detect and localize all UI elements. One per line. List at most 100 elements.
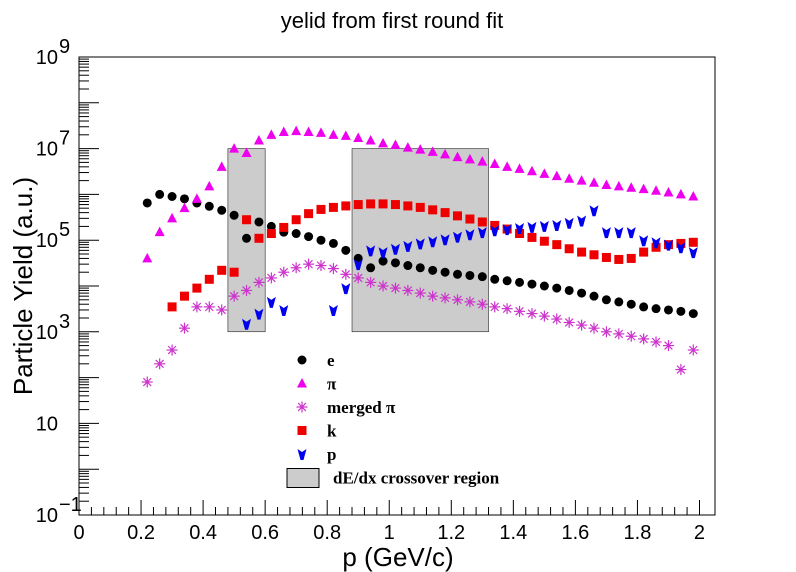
point-star-series-3 (178, 322, 190, 334)
legend-label-2: π (327, 375, 337, 394)
point-down-triangle-series-5 (601, 227, 611, 239)
point-down-triangle-series-5 (328, 304, 338, 316)
point-triangle-series-2 (241, 147, 252, 158)
point-square-series-4 (316, 204, 326, 214)
point-triangle-series-2 (278, 126, 289, 137)
point-star-series-3 (650, 336, 662, 348)
point-square-series-4 (477, 217, 487, 227)
point-down-triangle-series-5 (639, 235, 649, 247)
point-circle-series-1 (502, 276, 512, 286)
point-square-series-4 (254, 233, 264, 243)
point-triangle-series-2 (204, 180, 215, 191)
point-star-series-3 (228, 290, 240, 302)
point-triangle-series-2 (179, 202, 190, 213)
point-circle-series-1 (651, 304, 661, 314)
legend-marker-5 (297, 449, 307, 460)
point-circle-series-1 (490, 274, 500, 284)
point-circle-series-1 (676, 306, 686, 316)
point-down-triangle-series-5 (515, 222, 525, 234)
x-axis-ticks: 0 0.2 0.4 0.6 0.8 1 1.2 1.4 1.6 1.8 2 (73, 500, 705, 544)
y-tick-label-exponent: −1 (59, 494, 82, 516)
point-down-triangle-series-5 (651, 237, 661, 249)
point-circle-series-1 (452, 269, 462, 279)
point-square-series-4 (415, 202, 425, 212)
point-circle-series-1 (515, 277, 525, 287)
point-star-series-3 (638, 333, 650, 345)
point-square-series-4 (192, 283, 202, 293)
point-star-series-3 (526, 308, 538, 320)
point-triangle-series-2 (365, 135, 376, 145)
point-star-series-3 (600, 326, 612, 338)
point-star-series-3 (278, 266, 290, 278)
point-circle-series-1 (378, 256, 388, 266)
y-tick-label-exponent: 9 (59, 36, 70, 58)
legend-marker-1 (297, 355, 307, 365)
point-triangle-series-2 (651, 185, 662, 195)
point-triangle-series-2 (303, 126, 314, 137)
point-down-triangle-series-5 (626, 227, 636, 239)
point-square-series-4 (390, 200, 400, 210)
point-star-series-3 (340, 268, 352, 280)
point-triangle-series-2 (167, 212, 178, 223)
point-circle-series-1 (688, 309, 698, 319)
point-star-series-3 (166, 344, 178, 356)
point-circle-series-1 (142, 198, 152, 208)
point-circle-series-1 (403, 261, 413, 271)
point-circle-series-1 (316, 235, 326, 245)
point-triangle-series-2 (626, 182, 637, 192)
point-square-series-4 (539, 236, 549, 246)
point-star-series-3 (203, 301, 215, 313)
point-circle-series-1 (291, 229, 301, 239)
y-tick-label-exponent: 3 (59, 311, 70, 333)
point-triangle-series-2 (489, 158, 500, 169)
data-markers (141, 125, 699, 388)
legend-marker-crossover (286, 468, 320, 488)
point-triangle-series-2 (415, 144, 426, 154)
legend-label-3: merged π (327, 398, 396, 417)
point-star-series-3 (538, 310, 550, 322)
point-circle-series-1 (204, 201, 214, 211)
point-star-series-3 (563, 316, 575, 328)
point-star-series-3 (191, 301, 203, 313)
point-circle-series-1 (155, 189, 165, 199)
point-triangle-series-2 (229, 143, 240, 153)
y-tick-label: 10 (36, 47, 58, 69)
x-tick-label: 1.2 (437, 522, 465, 544)
point-triangle-series-2 (452, 151, 463, 162)
point-star-series-3 (352, 272, 364, 284)
point-star-series-3 (290, 262, 302, 274)
point-star-series-3 (451, 294, 463, 306)
point-circle-series-1 (552, 283, 562, 293)
point-star-series-3 (327, 263, 339, 275)
point-down-triangle-series-5 (341, 283, 351, 295)
legend-label-crossover: dE/dx crossover region (333, 469, 500, 488)
point-star-series-3 (613, 328, 625, 340)
x-axis-label: p (GeV/c) (342, 542, 453, 572)
point-square-series-4 (639, 247, 649, 257)
point-down-triangle-series-5 (378, 247, 388, 259)
point-down-triangle-series-5 (663, 239, 673, 251)
point-triangle-series-2 (502, 161, 513, 171)
point-circle-series-1 (266, 221, 276, 231)
point-square-series-4 (465, 214, 475, 224)
point-square-series-4 (291, 215, 301, 225)
point-triangle-series-2 (266, 129, 277, 139)
point-triangle-series-2 (216, 161, 227, 171)
point-star-series-3 (265, 272, 277, 284)
point-circle-series-1 (527, 279, 537, 289)
point-square-series-4 (552, 240, 562, 250)
x-tick-label: 1 (384, 522, 395, 544)
legend-marker-4 (297, 426, 307, 435)
y-tick-label-exponent: 7 (59, 128, 70, 150)
point-circle-series-1 (639, 302, 649, 312)
point-triangle-series-2 (154, 226, 165, 237)
point-circle-series-1 (415, 263, 425, 273)
point-down-triangle-series-5 (366, 245, 376, 257)
x-tick-label: 0.8 (313, 522, 341, 544)
point-down-triangle-series-5 (415, 238, 425, 250)
point-circle-series-1 (179, 194, 189, 204)
point-down-triangle-series-5 (353, 259, 363, 271)
point-down-triangle-series-5 (614, 227, 624, 239)
point-triangle-series-2 (353, 132, 364, 143)
